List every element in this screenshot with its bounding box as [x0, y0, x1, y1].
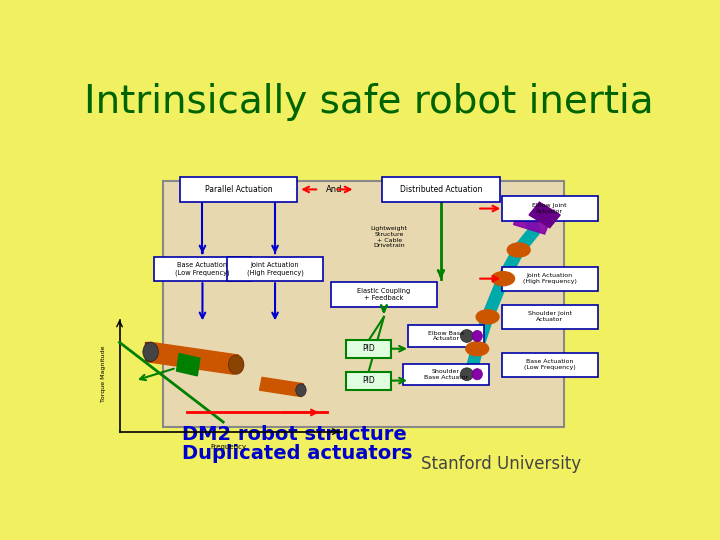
Text: Parallel Actuation: Parallel Actuation [205, 185, 273, 194]
FancyBboxPatch shape [227, 257, 323, 281]
Ellipse shape [460, 329, 473, 342]
Polygon shape [145, 342, 239, 374]
FancyBboxPatch shape [502, 353, 598, 377]
Polygon shape [415, 368, 467, 381]
Ellipse shape [228, 355, 244, 374]
Polygon shape [513, 199, 555, 234]
Text: Stanford University: Stanford University [421, 455, 581, 473]
Text: DM2 robot structure: DM2 robot structure [182, 426, 407, 444]
Polygon shape [529, 202, 560, 228]
FancyBboxPatch shape [180, 177, 297, 201]
FancyBboxPatch shape [403, 364, 489, 384]
Text: Lightweight
Structure
+ Cable
Drivetrain: Lightweight Structure + Cable Drivetrain [371, 226, 408, 248]
Text: Torque Magnitude: Torque Magnitude [102, 346, 107, 402]
Text: Duplicated actuators: Duplicated actuators [182, 444, 413, 463]
Text: And: And [326, 185, 343, 194]
Text: Distributed Actuation: Distributed Actuation [400, 185, 482, 194]
FancyBboxPatch shape [502, 305, 598, 329]
Text: Base Actuation
(Low Frequency): Base Actuation (Low Frequency) [524, 359, 576, 370]
Polygon shape [145, 342, 150, 361]
Circle shape [492, 272, 515, 286]
FancyBboxPatch shape [502, 197, 598, 221]
Text: Joint Actuation
(High Frequency): Joint Actuation (High Frequency) [523, 273, 577, 284]
Text: Base Actuation
(Low Frequency): Base Actuation (Low Frequency) [175, 262, 230, 276]
Text: Elbow Joint
Actuator: Elbow Joint Actuator [533, 203, 567, 214]
Ellipse shape [296, 384, 306, 396]
Text: PID: PID [362, 376, 374, 385]
Circle shape [466, 342, 489, 356]
Ellipse shape [460, 368, 473, 381]
FancyBboxPatch shape [382, 177, 500, 201]
Text: Elbow Base
Actuator: Elbow Base Actuator [428, 330, 464, 341]
FancyBboxPatch shape [163, 181, 564, 427]
FancyBboxPatch shape [154, 257, 251, 281]
Ellipse shape [472, 330, 482, 342]
FancyBboxPatch shape [502, 267, 598, 291]
FancyBboxPatch shape [330, 282, 437, 307]
FancyBboxPatch shape [346, 372, 391, 389]
Text: Intrinsically safe robot inertia: Intrinsically safe robot inertia [84, 83, 654, 121]
Polygon shape [259, 377, 304, 396]
Text: Frequency: Frequency [210, 444, 246, 450]
Text: Elastic Coupling
+ Feedback: Elastic Coupling + Feedback [357, 288, 410, 301]
FancyBboxPatch shape [346, 340, 391, 357]
Text: Shoulder Joint
Actuator: Shoulder Joint Actuator [528, 312, 572, 322]
Text: Shoulder
Base Actuator: Shoulder Base Actuator [424, 369, 468, 380]
Text: PID: PID [362, 344, 374, 353]
Ellipse shape [472, 369, 482, 380]
FancyBboxPatch shape [408, 326, 484, 347]
Circle shape [476, 310, 499, 324]
Polygon shape [176, 354, 200, 376]
Polygon shape [415, 329, 467, 342]
Ellipse shape [143, 342, 158, 361]
Circle shape [508, 243, 530, 257]
Text: Joint Actuation
(High Frequency): Joint Actuation (High Frequency) [247, 262, 303, 276]
